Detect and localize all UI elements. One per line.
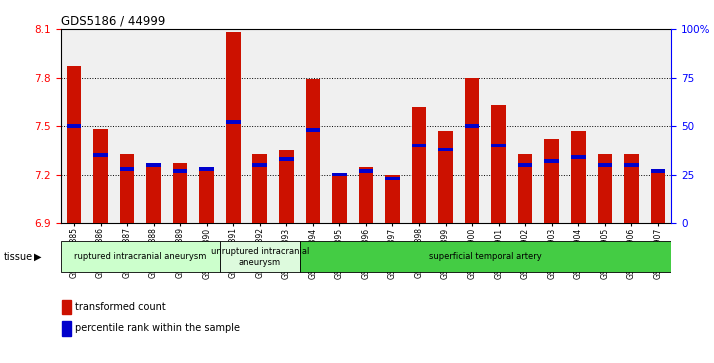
Bar: [253, 154, 267, 223]
Bar: [199, 167, 214, 171]
Bar: [199, 171, 214, 223]
Bar: [624, 154, 638, 223]
Bar: [94, 129, 108, 223]
FancyBboxPatch shape: [300, 241, 671, 272]
Bar: [465, 125, 479, 128]
Bar: [385, 177, 400, 180]
Text: tissue: tissue: [4, 252, 33, 262]
Bar: [438, 148, 453, 151]
Bar: [571, 155, 585, 159]
Bar: [358, 169, 373, 172]
Bar: [332, 173, 347, 223]
Bar: [332, 173, 347, 176]
Bar: [491, 105, 506, 223]
Text: percentile rank within the sample: percentile rank within the sample: [75, 323, 240, 334]
Bar: [544, 159, 559, 163]
FancyBboxPatch shape: [61, 241, 220, 272]
Bar: [94, 154, 108, 157]
Bar: [120, 167, 134, 171]
Bar: [279, 150, 293, 223]
Bar: [173, 169, 188, 172]
Bar: [358, 167, 373, 223]
Bar: [624, 163, 638, 167]
Bar: [518, 154, 533, 223]
Bar: [63, 300, 71, 314]
Text: unruptured intracranial
aneurysm: unruptured intracranial aneurysm: [211, 247, 309, 266]
Bar: [650, 169, 665, 172]
Bar: [650, 170, 665, 223]
Text: superficial temporal artery: superficial temporal artery: [429, 252, 542, 261]
Bar: [491, 144, 506, 147]
Bar: [412, 144, 426, 147]
Bar: [598, 154, 612, 223]
Bar: [571, 131, 585, 223]
Bar: [306, 128, 320, 132]
Bar: [173, 163, 188, 223]
Bar: [66, 125, 81, 128]
Bar: [518, 163, 533, 167]
Text: ▶: ▶: [34, 252, 42, 262]
Bar: [66, 66, 81, 223]
Bar: [438, 131, 453, 223]
Bar: [226, 32, 241, 223]
Text: GDS5186 / 44999: GDS5186 / 44999: [61, 15, 165, 28]
Bar: [598, 163, 612, 167]
Bar: [306, 79, 320, 223]
Bar: [385, 175, 400, 223]
Bar: [279, 158, 293, 161]
Bar: [465, 78, 479, 223]
Text: transformed count: transformed count: [75, 302, 166, 312]
Bar: [253, 163, 267, 167]
Bar: [120, 154, 134, 223]
Bar: [146, 163, 161, 167]
Bar: [63, 321, 71, 335]
Bar: [412, 107, 426, 223]
FancyBboxPatch shape: [220, 241, 300, 272]
Bar: [146, 163, 161, 223]
Bar: [226, 121, 241, 124]
Text: ruptured intracranial aneurysm: ruptured intracranial aneurysm: [74, 252, 206, 261]
Bar: [544, 139, 559, 223]
